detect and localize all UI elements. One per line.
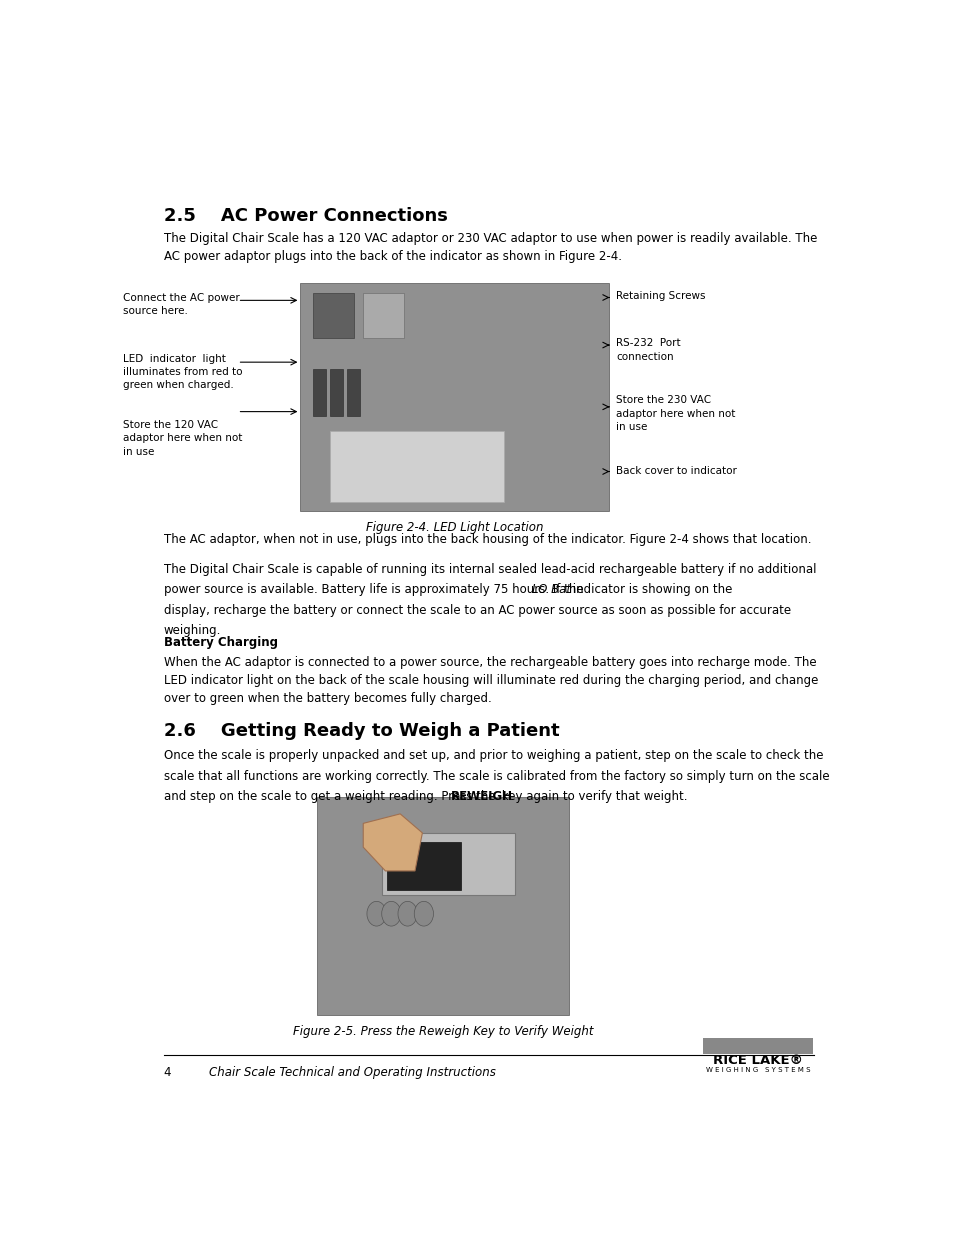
Text: REWEIGH: REWEIGH <box>450 790 512 803</box>
Bar <box>702 1039 812 1053</box>
Text: 2.5    AC Power Connections: 2.5 AC Power Connections <box>164 207 447 225</box>
Text: RS-232  Port
connection: RS-232 Port connection <box>616 338 680 362</box>
Bar <box>330 369 343 416</box>
Text: indicator is showing on the: indicator is showing on the <box>568 583 731 597</box>
Bar <box>363 293 403 338</box>
Bar <box>313 369 326 416</box>
Text: Chair Scale Technical and Operating Instructions: Chair Scale Technical and Operating Inst… <box>210 1066 496 1079</box>
Text: Figure 2-4. LED Light Location: Figure 2-4. LED Light Location <box>365 521 542 534</box>
Text: Figure 2-5. Press the Reweigh Key to Verify Weight: Figure 2-5. Press the Reweigh Key to Ver… <box>293 1025 593 1037</box>
Circle shape <box>367 902 386 926</box>
Text: weighing.: weighing. <box>164 624 221 637</box>
Text: and step on the scale to get a weight reading. Press the: and step on the scale to get a weight re… <box>164 790 498 803</box>
Bar <box>317 797 568 1015</box>
Text: 4: 4 <box>164 1066 171 1079</box>
Text: LO Bat: LO Bat <box>531 583 570 597</box>
Bar <box>387 842 460 890</box>
Text: The AC adaptor, when not in use, plugs into the back housing of the indicator. F: The AC adaptor, when not in use, plugs i… <box>164 534 810 546</box>
Text: LED  indicator  light
illuminates from red to
green when charged.: LED indicator light illuminates from red… <box>123 353 242 390</box>
Bar <box>347 369 360 416</box>
Text: When the AC adaptor is connected to a power source, the rechargeable battery goe: When the AC adaptor is connected to a po… <box>164 656 817 705</box>
Text: W E I G H I N G   S Y S T E M S: W E I G H I N G S Y S T E M S <box>705 1067 809 1073</box>
Text: Connect the AC power
source here.: Connect the AC power source here. <box>123 293 239 316</box>
Text: RICE LAKE®: RICE LAKE® <box>712 1055 802 1067</box>
Text: scale that all functions are working correctly. The scale is calibrated from the: scale that all functions are working cor… <box>164 769 828 783</box>
Bar <box>381 832 515 894</box>
Text: 2.6    Getting Ready to Weigh a Patient: 2.6 Getting Ready to Weigh a Patient <box>164 721 558 740</box>
Text: display, recharge the battery or connect the scale to an AC power source as soon: display, recharge the battery or connect… <box>164 604 790 616</box>
Text: The Digital Chair Scale has a 120 VAC adaptor or 230 VAC adaptor to use when pow: The Digital Chair Scale has a 120 VAC ad… <box>164 232 816 263</box>
Text: Retaining Screws: Retaining Screws <box>616 291 705 301</box>
Bar <box>330 431 503 501</box>
Text: The Digital Chair Scale is capable of running its internal sealed lead-acid rech: The Digital Chair Scale is capable of ru… <box>164 563 815 576</box>
Bar <box>300 283 608 511</box>
Circle shape <box>397 902 416 926</box>
Text: power source is available. Battery life is approximately 75 hours. If the: power source is available. Battery life … <box>164 583 586 597</box>
Bar <box>313 293 354 338</box>
Text: Battery Charging: Battery Charging <box>164 636 277 650</box>
Text: Back cover to indicator: Back cover to indicator <box>616 466 737 475</box>
Text: Store the 230 VAC
adaptor here when not
in use: Store the 230 VAC adaptor here when not … <box>616 395 735 432</box>
Circle shape <box>381 902 400 926</box>
Polygon shape <box>363 814 422 871</box>
Text: Store the 120 VAC
adaptor here when not
in use: Store the 120 VAC adaptor here when not … <box>123 420 242 457</box>
Text: Once the scale is properly unpacked and set up, and prior to weighing a patient,: Once the scale is properly unpacked and … <box>164 750 822 762</box>
Text: key again to verify that weight.: key again to verify that weight. <box>497 790 686 803</box>
Circle shape <box>414 902 433 926</box>
